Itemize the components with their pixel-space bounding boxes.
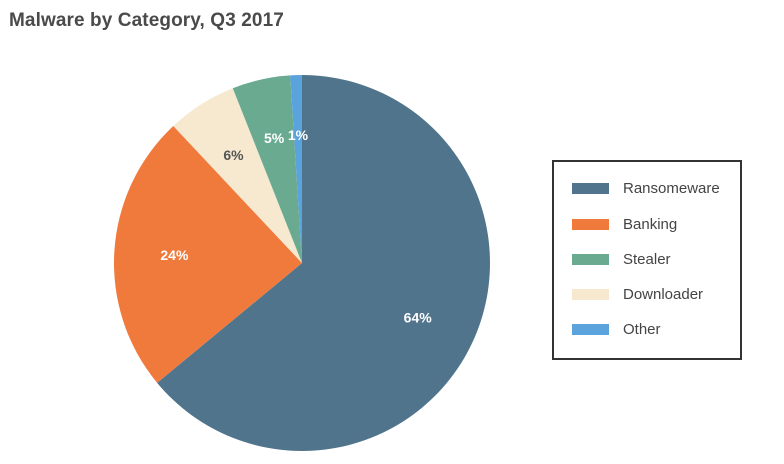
pie-slice-stealer	[232, 75, 302, 263]
legend: Ransomeware Banking Stealer Downloader O…	[552, 160, 742, 360]
legend-swatch-stealer	[572, 253, 609, 265]
legend-item-ransomeware: Ransomeware	[572, 178, 720, 198]
data-label-downloader: 6%	[223, 147, 244, 163]
legend-swatch-banking	[572, 218, 609, 230]
legend-item-other: Other	[572, 319, 661, 339]
pie-slice-downloader	[173, 88, 302, 263]
data-label-stealer: 5%	[264, 130, 285, 146]
legend-swatch-other	[572, 323, 609, 335]
legend-label-banking: Banking	[623, 215, 678, 233]
data-label-other: 1%	[288, 127, 309, 143]
legend-label-ransomeware: Ransomeware	[623, 179, 720, 197]
legend-label-downloader: Downloader	[623, 285, 704, 303]
pie-slice-ransomeware	[157, 75, 491, 451]
legend-label-other: Other	[623, 320, 661, 338]
legend-item-stealer: Stealer	[572, 249, 671, 269]
pie-slice-other	[290, 75, 302, 263]
legend-swatch-ransomeware	[572, 182, 609, 194]
data-label-ransomeware: 64%	[404, 309, 433, 325]
chart-title: Malware by Category, Q3 2017	[9, 10, 284, 31]
pie-slice-banking	[113, 125, 303, 383]
data-label-banking: 24%	[160, 247, 189, 263]
legend-swatch-downloader	[572, 288, 609, 300]
legend-item-banking: Banking	[572, 214, 677, 234]
legend-item-downloader: Downloader	[572, 284, 703, 304]
legend-label-stealer: Stealer	[623, 250, 671, 268]
